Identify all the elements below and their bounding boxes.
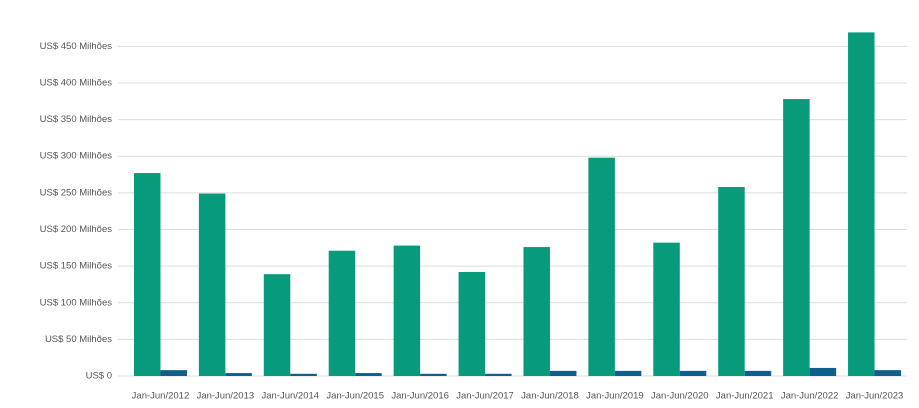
bar [263,274,291,376]
bar [809,367,837,376]
x-tick-label: Jan-Jun/2016 [391,391,449,402]
bar [420,373,447,376]
bar [355,373,382,376]
bar [549,370,577,376]
bar [393,245,421,376]
x-tick-label: Jan-Jun/2023 [846,391,904,402]
bar [718,186,745,376]
bar [328,250,356,376]
bar [133,173,161,376]
y-tick-label: US$ 350 Milhões [40,114,113,125]
bar [458,271,486,376]
x-tick-label: Jan-Jun/2017 [456,391,514,402]
x-tick-label: Jan-Jun/2014 [262,391,320,402]
y-tick-label: US$ 450 Milhões [40,41,113,52]
bar [198,193,226,376]
bar [290,373,317,376]
y-tick-label: US$ 300 Milhões [40,151,113,162]
y-tick-label: US$ 250 Milhões [40,187,113,198]
bar [848,32,875,377]
bar [653,242,680,376]
x-tick-label: Jan-Jun/2022 [781,391,839,402]
bar [523,247,550,376]
x-tick-label: Jan-Jun/2013 [197,391,255,402]
y-tick-label: US$ 50 Milhões [45,334,112,345]
bar [744,370,772,376]
x-tick-label: Jan-Jun/2021 [716,391,774,402]
x-tick-label: Jan-Jun/2018 [521,391,579,402]
bar [679,370,707,376]
bar [783,99,810,377]
bar [614,370,642,376]
bar [874,370,902,376]
x-tick-label: Jan-Jun/2019 [586,391,644,402]
bar [225,373,252,376]
bar [485,373,512,376]
y-tick-label: US$ 150 Milhões [40,261,113,272]
bar [160,370,187,376]
x-tick-label: Jan-Jun/2020 [651,391,709,402]
y-tick-label: US$ 400 Milhões [40,77,113,88]
y-tick-label: US$ 100 Milhões [40,297,113,308]
y-tick-label: US$ 0 [86,371,112,382]
y-tick-label: US$ 200 Milhões [40,224,113,235]
bar [588,157,615,376]
x-tick-label: Jan-Jun/2012 [132,391,190,402]
x-tick-label: Jan-Jun/2015 [326,391,384,402]
